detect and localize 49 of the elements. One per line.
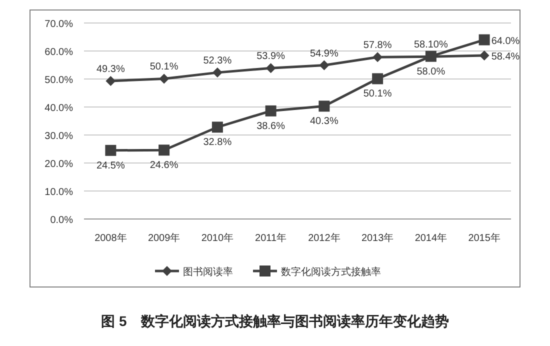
- point: [372, 52, 383, 62]
- y-tick-label: 60.0%: [44, 47, 74, 58]
- x-tick-label: 2015年: [468, 232, 500, 244]
- data-label: 49.3%: [96, 64, 125, 75]
- y-tick-label: 30.0%: [44, 131, 74, 142]
- point: [106, 76, 116, 86]
- y-tick-label: 20.0%: [44, 159, 74, 170]
- data-label: 64.0%: [491, 36, 520, 47]
- point: [372, 73, 384, 84]
- legend-label: 数字化阅读方式接触率: [281, 266, 381, 278]
- point: [479, 50, 490, 60]
- data-label: 24.6%: [150, 160, 178, 172]
- data-label: 32.8%: [203, 137, 232, 148]
- point: [266, 63, 276, 74]
- point: [159, 74, 170, 84]
- data-label: 58.10%: [414, 39, 448, 50]
- point: [318, 100, 330, 112]
- x-tick-label: 2012年: [308, 232, 340, 244]
- data-label: 40.3%: [310, 116, 338, 128]
- data-label: 58.0%: [416, 66, 446, 78]
- y-tick-label: 70.0%: [44, 19, 74, 30]
- x-tick-label: 2008年: [94, 232, 127, 244]
- y-tick-label: 40.0%: [44, 103, 74, 114]
- data-label: 38.6%: [256, 120, 286, 132]
- point: [158, 144, 170, 156]
- data-label: 54.9%: [310, 48, 338, 60]
- x-tick-label: 2014年: [414, 232, 448, 244]
- data-label: 53.9%: [256, 51, 286, 62]
- data-label: 50.1%: [150, 62, 178, 73]
- data-label: 57.8%: [363, 40, 392, 52]
- y-tick-label: 10.0%: [44, 187, 74, 198]
- point: [105, 144, 116, 156]
- point: [478, 34, 490, 46]
- data-label: 58.4%: [491, 51, 520, 62]
- data-label: 52.3%: [203, 56, 232, 67]
- y-tick-label: 0.0%: [50, 215, 74, 226]
- x-tick-label: 2009年: [148, 232, 180, 244]
- legend-label: 图书阅读率: [183, 266, 233, 278]
- point: [319, 60, 330, 70]
- x-tick-label: 2013年: [361, 232, 394, 244]
- data-label: 24.5%: [96, 160, 125, 172]
- point: [212, 68, 222, 78]
- x-tick-label: 2010年: [201, 232, 234, 244]
- data-label: 50.1%: [363, 88, 392, 100]
- point: [212, 122, 223, 133]
- y-tick-label: 50.0%: [44, 75, 74, 86]
- x-tick-label: 2011年: [255, 232, 287, 244]
- text: 图 5 数字化阅读方式接触率与图书阅读率历年变化趋势: [101, 313, 449, 329]
- point: [265, 105, 276, 116]
